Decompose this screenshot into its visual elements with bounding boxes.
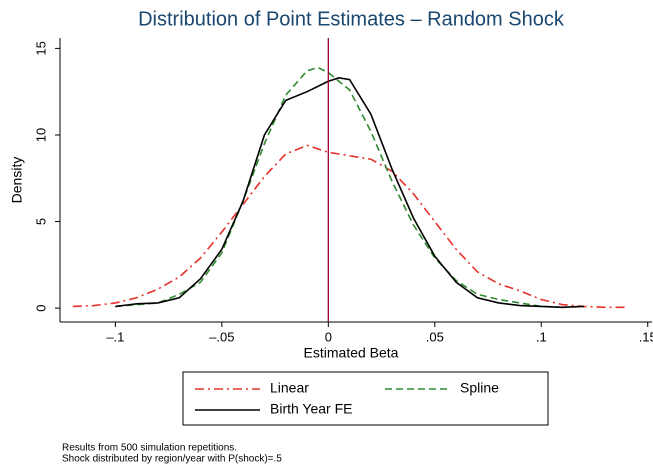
legend-label: Spline xyxy=(460,380,499,396)
x-tick-label: .05 xyxy=(426,329,444,344)
chart-title: Distribution of Point Estimates – Random… xyxy=(138,8,565,30)
note: Shock distributed by region/year with P(… xyxy=(62,454,282,465)
legend-box xyxy=(182,371,549,426)
y-tick-label: 15 xyxy=(33,41,48,55)
x-tick-label: .15 xyxy=(639,329,653,344)
y-tick-label: 10 xyxy=(33,128,48,142)
note: Results from 500 simulation repetitions. xyxy=(62,443,237,454)
series-line xyxy=(72,144,627,309)
x-tick-label: –.05 xyxy=(209,329,234,344)
y-tick-label: 0 xyxy=(33,305,48,312)
legend-label: Birth Year FE xyxy=(270,401,353,417)
x-tick-label: 0 xyxy=(325,329,332,344)
series-line xyxy=(115,77,584,309)
series-line xyxy=(115,66,563,309)
x-tick-label: –.1 xyxy=(106,329,124,344)
x-tick-label: .1 xyxy=(536,329,547,344)
x-axis-title: Estimated Beta xyxy=(304,345,399,361)
y-tick-label: 5 xyxy=(33,218,48,225)
legend-label: Linear xyxy=(270,380,309,396)
y-axis-title: Density xyxy=(9,157,25,204)
